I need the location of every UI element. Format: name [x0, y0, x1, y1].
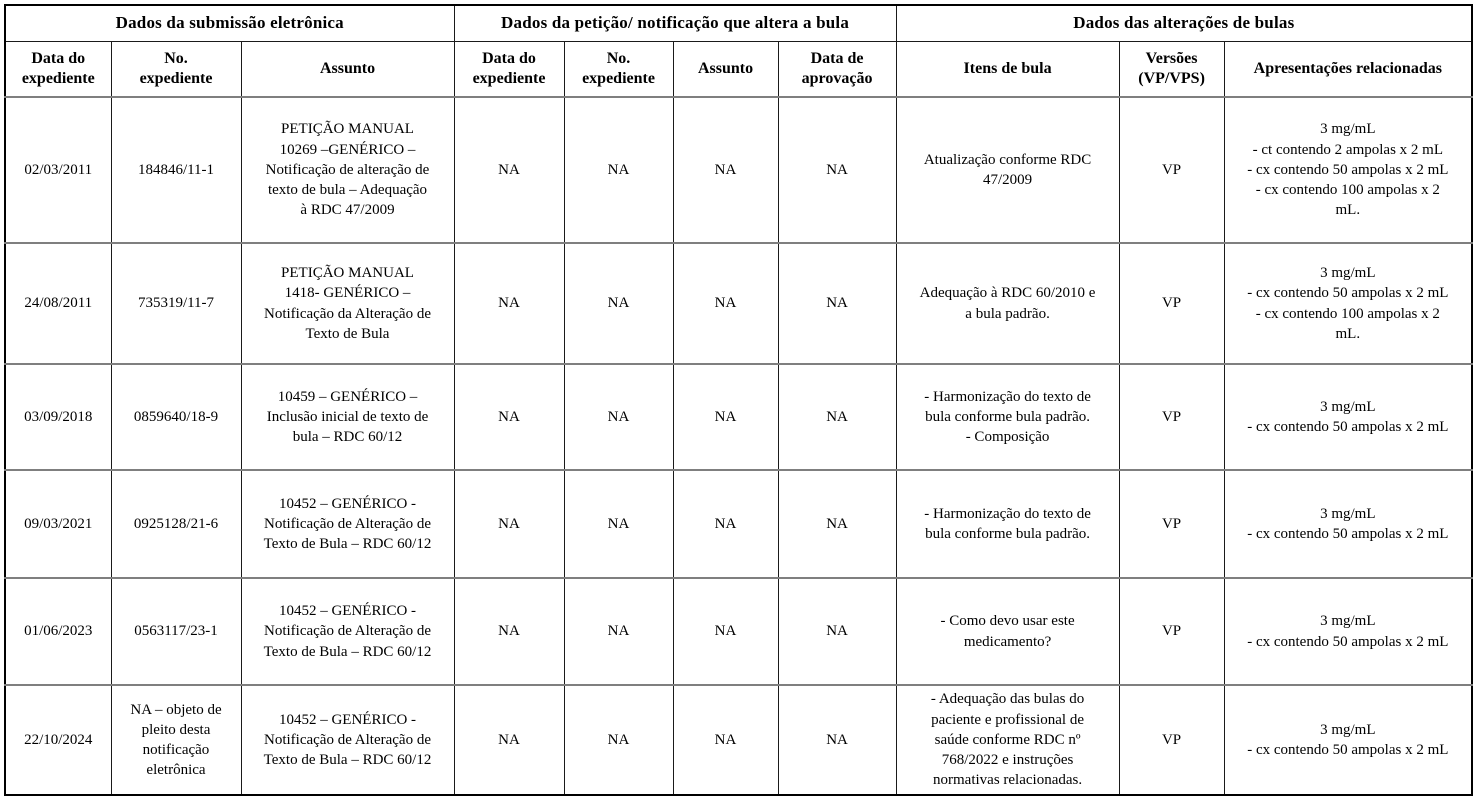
table-row: 22/10/2024 NA – objeto de pleito desta no…	[4, 684, 1473, 796]
group-header: Dados da submissão eletrônica	[4, 4, 455, 42]
cell: Atualização conforme RDC 47/2009	[895, 96, 1120, 244]
cell: NA	[777, 363, 897, 471]
cell: PETIÇÃO MANUAL 10269 –GENÉRICO – Notific…	[240, 96, 455, 244]
cell: NA	[672, 469, 779, 579]
cell: - Adequação das bulas do paciente e prof…	[895, 684, 1120, 796]
column-header: Versões (VP/VPS)	[1118, 40, 1225, 98]
column-header: Assunto	[240, 40, 455, 98]
cell: 3 mg/mL - ct contendo 2 ampolas x 2 mL -…	[1223, 96, 1473, 244]
cell: VP	[1118, 577, 1225, 686]
column-header: Data do expediente	[453, 40, 565, 98]
cell: 0563117/23-1	[110, 577, 242, 686]
cell: NA	[777, 577, 897, 686]
table-row: 02/03/2011 184846/11-1 PETIÇÃO MANUAL 1026…	[4, 96, 1473, 244]
cell: VP	[1118, 96, 1225, 244]
cell: 184846/11-1	[110, 96, 242, 244]
cell: 03/09/2018	[4, 363, 112, 471]
table-row: 24/08/2011 735319/11-7 PETIÇÃO MANUAL 1418…	[4, 242, 1473, 365]
cell: NA	[453, 577, 565, 686]
cell: - Harmonização do texto de bula conforme…	[895, 363, 1120, 471]
cell: NA	[777, 469, 897, 579]
cell: NA	[453, 363, 565, 471]
cell: NA	[563, 577, 674, 686]
cell: NA	[672, 363, 779, 471]
cell: 10452 – GENÉRICO - Notificação de Altera…	[240, 684, 455, 796]
cell: NA	[777, 96, 897, 244]
cell: NA	[453, 96, 565, 244]
cell: 10459 – GENÉRICO – Inclusão inicial de t…	[240, 363, 455, 471]
cell: VP	[1118, 469, 1225, 579]
table-head: Dados da submissão eletrônica Dados da pe…	[4, 4, 1473, 98]
column-header: Itens de bula	[895, 40, 1120, 98]
cell: - Como devo usar este medicamento?	[895, 577, 1120, 686]
cell: 24/08/2011	[4, 242, 112, 365]
column-header: No. expediente	[563, 40, 674, 98]
cell: NA	[563, 363, 674, 471]
cell: VP	[1118, 242, 1225, 365]
cell: 3 mg/mL - cx contendo 50 ampolas x 2 mL …	[1223, 242, 1473, 365]
cell: NA	[563, 96, 674, 244]
column-header: Data de aprovação	[777, 40, 897, 98]
cell: NA	[672, 577, 779, 686]
cell: NA	[453, 469, 565, 579]
cell: 3 mg/mL - cx contendo 50 ampolas x 2 mL	[1223, 363, 1473, 471]
cell: 735319/11-7	[110, 242, 242, 365]
table-row: 09/03/2021 0925128/21-6 10452 – GENÉRICO -…	[4, 469, 1473, 579]
cell: 0859640/18-9	[110, 363, 242, 471]
cell: 3 mg/mL - cx contendo 50 ampolas x 2 mL	[1223, 469, 1473, 579]
cell: NA – objeto de pleito desta notificação …	[110, 684, 242, 796]
cell: NA	[672, 242, 779, 365]
cell: VP	[1118, 363, 1225, 471]
cell: NA	[563, 469, 674, 579]
cell: NA	[563, 684, 674, 796]
bula-table: Dados da submissão eletrônica Dados da pe…	[4, 4, 1474, 796]
cell: VP	[1118, 684, 1225, 796]
cell: 3 mg/mL - cx contendo 50 ampolas x 2 mL	[1223, 577, 1473, 686]
cell: 01/06/2023	[4, 577, 112, 686]
table-row: 01/06/2023 0563117/23-1 10452 – GENÉRICO -…	[4, 577, 1473, 686]
cell: 10452 – GENÉRICO - Notificação de Altera…	[240, 469, 455, 579]
table-body: 02/03/2011 184846/11-1 PETIÇÃO MANUAL 1026…	[4, 96, 1473, 796]
column-header: Apresentações relacionadas	[1223, 40, 1473, 98]
cell: - Harmonização do texto de bula conforme…	[895, 469, 1120, 579]
cell: 0925128/21-6	[110, 469, 242, 579]
cell: PETIÇÃO MANUAL 1418- GENÉRICO – Notifica…	[240, 242, 455, 365]
cell: NA	[672, 96, 779, 244]
cell: 09/03/2021	[4, 469, 112, 579]
cell: 10452 – GENÉRICO - Notificação de Altera…	[240, 577, 455, 686]
cell: 02/03/2011	[4, 96, 112, 244]
column-header: Data do expediente	[4, 40, 112, 98]
column-header-row: Data do expediente No. expediente Assunto D…	[4, 40, 1473, 98]
cell: Adequação à RDC 60/2010 e a bula padrão.	[895, 242, 1120, 365]
group-header: Dados da petição/ notificação que altera…	[453, 4, 897, 42]
cell: NA	[453, 684, 565, 796]
cell: NA	[563, 242, 674, 365]
column-header: No. expediente	[110, 40, 242, 98]
cell: NA	[777, 684, 897, 796]
group-header-row: Dados da submissão eletrônica Dados da pe…	[4, 4, 1473, 42]
cell: NA	[777, 242, 897, 365]
table-row: 03/09/2018 0859640/18-9 10459 – GENÉRICO –…	[4, 363, 1473, 471]
cell: 3 mg/mL - cx contendo 50 ampolas x 2 mL	[1223, 684, 1473, 796]
group-header: Dados das alterações de bulas	[895, 4, 1473, 42]
cell: NA	[453, 242, 565, 365]
cell: NA	[672, 684, 779, 796]
cell: 22/10/2024	[4, 684, 112, 796]
column-header: Assunto	[672, 40, 779, 98]
